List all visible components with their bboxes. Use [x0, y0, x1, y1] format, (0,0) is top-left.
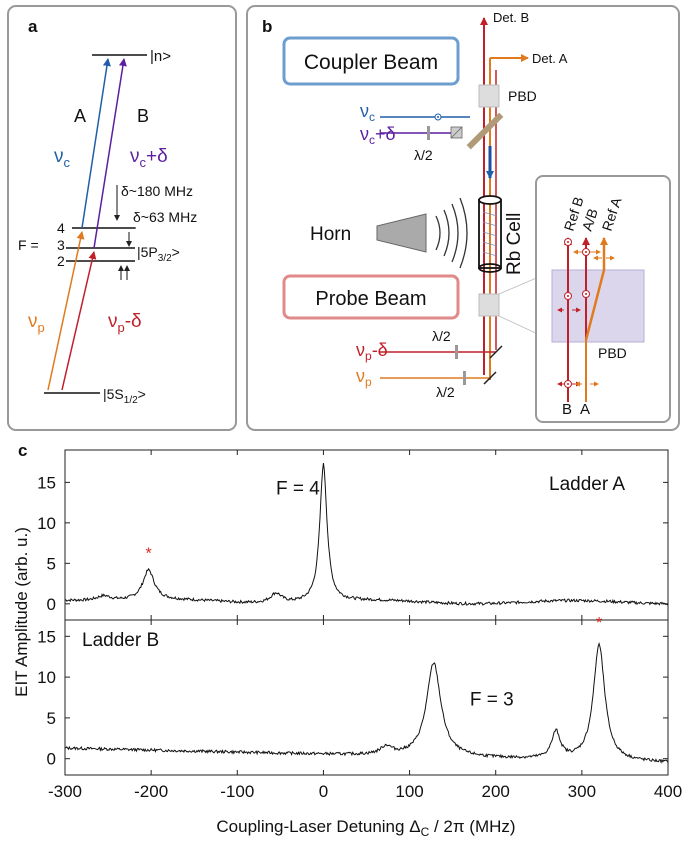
y-axis-label: EIT Amplitude (arb. u.): [12, 527, 31, 697]
det-a-label: Det. A: [532, 51, 568, 66]
trace-ladder-a: [65, 463, 668, 606]
probe-waveplate-orange: [463, 371, 466, 385]
coupler-beam-label: Coupler Beam: [304, 51, 438, 74]
lambda-half-2-label: λ/2: [432, 328, 451, 344]
transition-coupler-delta: [93, 58, 127, 249]
nu-c-delta-label: νc+δ: [130, 146, 168, 170]
rb-cell-label: Rb Cell: [504, 213, 525, 275]
b-nu-p-label: νp: [356, 366, 372, 389]
probe-beam-label: Probe Beam: [315, 288, 426, 310]
nu-p-delta-label: νp-δ: [108, 311, 142, 335]
x-tick-label: -300: [48, 782, 82, 801]
nu-c-label: νc: [54, 146, 71, 170]
f3-label: 3: [57, 237, 65, 253]
horn-wave-2: [443, 209, 450, 257]
f3-annotation: F = 3: [470, 690, 514, 711]
delta-180-label: δ~180 MHz: [121, 183, 193, 199]
y-tick-label: 5: [47, 554, 56, 573]
inset-b-label: B: [562, 401, 572, 418]
probe-beam-box: [282, 274, 460, 320]
inset-beam-a-diag: [584, 269, 606, 341]
nu-p-label: νp: [28, 311, 45, 335]
probe-mirror-red: [489, 345, 503, 359]
inset-a-label: A: [580, 401, 590, 418]
inset-pbd: [551, 269, 645, 343]
trace-ladder-b: [65, 641, 668, 764]
f4-label: 4: [57, 220, 65, 236]
axes-ladder-b: 0 5 10 15 -300 -200 -100 0 100 200 300 400: [37, 620, 682, 801]
panel-a: a |n> 4 F = 3 2 |5P3/2> |5S1/2> δ~180 MH…: [7, 5, 237, 431]
panel-c: c 0 5 10 15 0 5 10 15 -300 -200 -100 0 100 200 300 400…: [12, 441, 682, 839]
level-5p-label: |5P3/2>: [137, 244, 180, 264]
delta-63-label: δ~63 MHz: [133, 209, 197, 225]
ladder-b-label: B: [137, 106, 149, 126]
coupler-cube-diag: [450, 126, 463, 139]
b-nu-c-label: νc: [360, 101, 375, 124]
x-tick-label: 200: [482, 782, 510, 801]
x-tick-label: 100: [395, 782, 423, 801]
panel-a-label: a: [28, 17, 38, 36]
pbd-top-label: PBD: [508, 88, 537, 104]
x-tick-label: -100: [220, 782, 254, 801]
horn-wave-1: [435, 215, 441, 251]
f-eq-label: F =: [18, 237, 39, 253]
b-nu-c-delta-label: νc+δ: [360, 124, 396, 147]
f2-label: 2: [57, 253, 65, 269]
panel-a-frame: [7, 5, 237, 431]
x-tick-label: 300: [568, 782, 596, 801]
axes-ladder-a: 0 5 10 15: [37, 450, 669, 620]
horn-wave-3: [451, 203, 459, 263]
rb-cell-bottom: [478, 263, 502, 273]
b-nu-p-delta-label: νp-δ: [356, 340, 388, 363]
rb-cell-field-lines: [482, 211, 498, 257]
level-n-label: |n>: [150, 48, 171, 65]
f4-annotation: F = 4: [276, 479, 320, 500]
asterisk-ladder-b: *: [596, 615, 602, 632]
asterisk-ladder-a: *: [145, 545, 151, 562]
probe-mirror-orange: [483, 371, 497, 385]
x-tick-label: 400: [654, 782, 682, 801]
panel-b: b Coupler Beam Probe Beam Det. B Det. A …: [246, 5, 680, 431]
plot-frame-b: [64, 619, 669, 776]
y-tick-label: 0: [47, 595, 56, 614]
level-5s-label: |5S1/2>: [103, 386, 146, 406]
horn-label: Horn: [310, 224, 351, 245]
det-b-label: Det. B: [493, 10, 529, 25]
lambda-half-1-label: λ/2: [414, 147, 433, 163]
transition-coupler: [81, 58, 111, 229]
coupler-pol-dot-inner: [437, 116, 439, 118]
y-tick-label: 10: [37, 514, 56, 533]
transition-probe: [47, 231, 85, 391]
x-tick-label: -200: [134, 782, 168, 801]
y-tick-label: 5: [47, 709, 56, 728]
panel-b-frame: [246, 5, 680, 431]
x-axis-label: Coupling-Laser Detuning ΔC / 2π (MHz): [216, 817, 515, 839]
x-tick-label: 0: [319, 782, 328, 801]
probe-waveplate-red: [455, 345, 458, 359]
ladder-a-label: A: [74, 106, 86, 126]
dichroic-mirror: [466, 112, 504, 150]
y-tick-label: 10: [37, 668, 56, 687]
pbd-top: [478, 84, 500, 108]
y-tick-label: 15: [37, 473, 56, 492]
horn: [376, 213, 427, 253]
ab-label: A/B: [579, 207, 601, 233]
horn-wave-4: [459, 197, 468, 269]
panel-b-label: b: [262, 17, 272, 36]
rb-cell-top: [478, 195, 502, 205]
lambda-half-3-label: λ/2: [436, 384, 455, 400]
y-tick-label: 15: [37, 627, 56, 646]
panel-c-label: c: [18, 441, 27, 460]
pbd-inset-label: PBD: [598, 345, 627, 361]
ladder-b-title: Ladder B: [82, 630, 159, 651]
ladder-a-title: Ladder A: [549, 474, 625, 495]
inset-pol-markers: [557, 238, 615, 388]
coupler-beam-box: [282, 36, 460, 86]
y-tick-label: 0: [47, 750, 56, 769]
transition-probe-delta: [61, 251, 97, 391]
coupler-waveplate: [427, 126, 430, 140]
pbd-bottom: [478, 293, 500, 317]
